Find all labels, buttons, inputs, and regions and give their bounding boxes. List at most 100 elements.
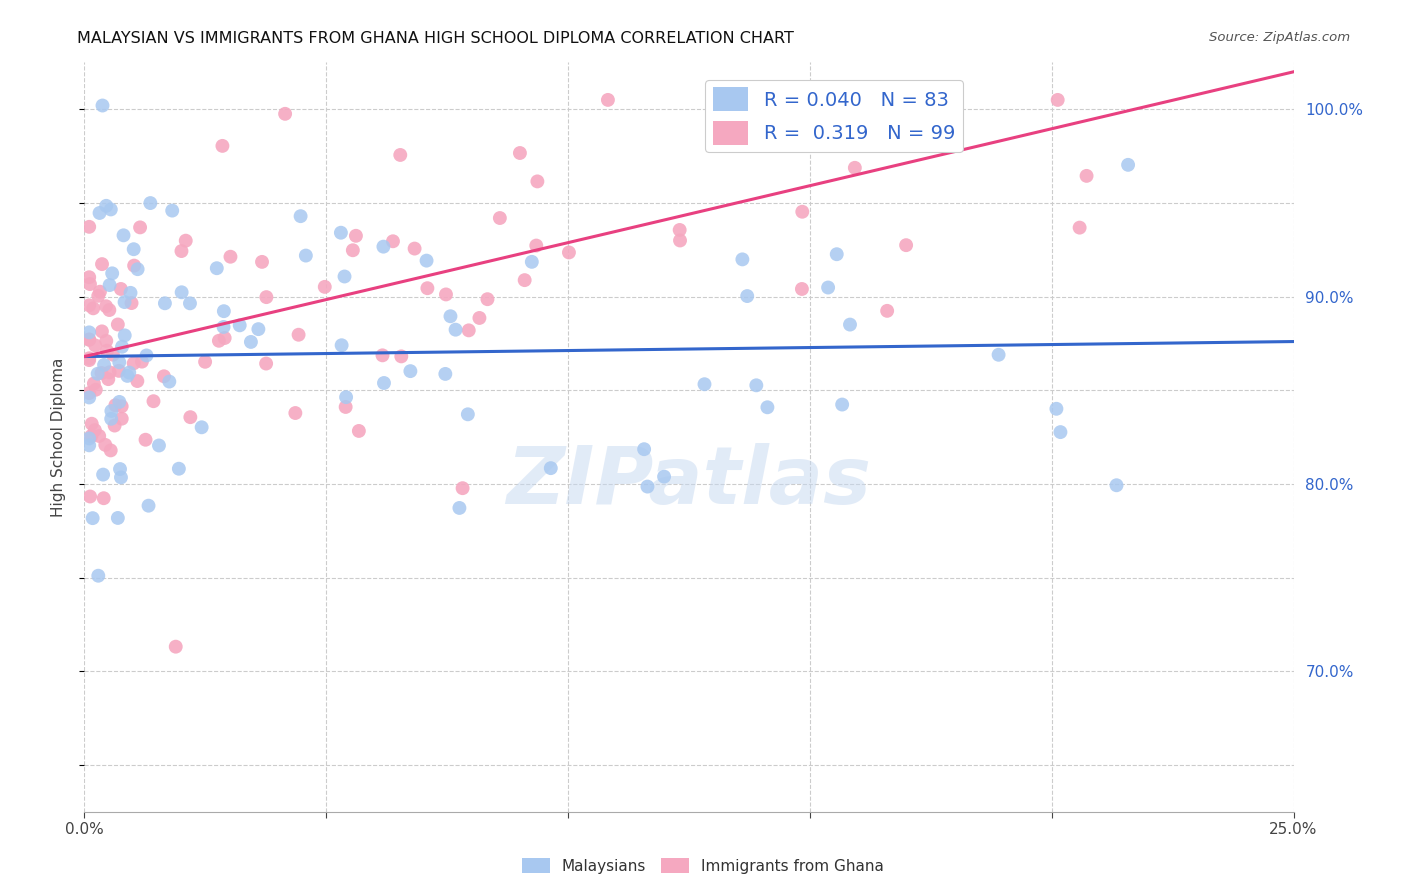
Point bbox=[77, 326, 100, 340]
Point bbox=[416, 281, 439, 295]
Point bbox=[444, 323, 467, 337]
Point bbox=[77, 391, 100, 405]
Point bbox=[239, 334, 262, 349]
Point bbox=[142, 394, 165, 409]
Point bbox=[637, 479, 659, 493]
Point bbox=[89, 429, 111, 443]
Point bbox=[127, 374, 149, 388]
Point bbox=[157, 375, 180, 389]
Point bbox=[399, 364, 422, 378]
Point bbox=[434, 287, 457, 301]
Point bbox=[94, 438, 117, 452]
Point bbox=[84, 338, 107, 352]
Point bbox=[80, 429, 103, 443]
Point bbox=[834, 93, 856, 107]
Point bbox=[839, 318, 862, 332]
Point bbox=[381, 234, 404, 248]
Point bbox=[290, 209, 312, 223]
Point bbox=[108, 355, 131, 369]
Point bbox=[139, 196, 162, 211]
Point bbox=[825, 247, 848, 261]
Point bbox=[287, 327, 309, 342]
Point bbox=[104, 418, 127, 433]
Point bbox=[633, 442, 655, 457]
Point bbox=[179, 410, 201, 425]
Point bbox=[250, 255, 273, 269]
Point bbox=[96, 199, 118, 213]
Point bbox=[987, 348, 1010, 362]
Point bbox=[101, 266, 124, 280]
Point bbox=[330, 338, 353, 352]
Point bbox=[1116, 158, 1139, 172]
Point bbox=[96, 343, 118, 358]
Point bbox=[295, 249, 318, 263]
Point bbox=[831, 398, 853, 412]
Point bbox=[817, 280, 839, 294]
Point bbox=[214, 331, 236, 345]
Point bbox=[87, 289, 110, 303]
Point bbox=[138, 499, 160, 513]
Y-axis label: High School Diploma: High School Diploma bbox=[51, 358, 66, 516]
Point bbox=[97, 372, 120, 386]
Point bbox=[792, 204, 814, 219]
Point bbox=[373, 240, 395, 254]
Point bbox=[77, 438, 100, 452]
Point bbox=[373, 376, 395, 390]
Point bbox=[82, 301, 104, 316]
Point bbox=[80, 417, 103, 431]
Point bbox=[77, 353, 100, 368]
Point bbox=[90, 324, 112, 338]
Point bbox=[107, 511, 129, 525]
Point bbox=[797, 124, 820, 138]
Point bbox=[652, 469, 675, 483]
Point bbox=[1069, 220, 1091, 235]
Point bbox=[79, 277, 101, 291]
Point bbox=[101, 348, 124, 362]
Point bbox=[91, 257, 114, 271]
Point bbox=[117, 368, 139, 383]
Point bbox=[122, 242, 145, 256]
Point bbox=[876, 303, 898, 318]
Point bbox=[96, 334, 118, 348]
Text: MALAYSIAN VS IMMIGRANTS FROM GHANA HIGH SCHOOL DIPLOMA CORRELATION CHART: MALAYSIAN VS IMMIGRANTS FROM GHANA HIGH … bbox=[77, 31, 794, 46]
Point bbox=[79, 490, 101, 504]
Point bbox=[77, 298, 100, 312]
Point bbox=[89, 285, 111, 299]
Text: ZIPatlas: ZIPatlas bbox=[506, 443, 872, 521]
Point bbox=[434, 367, 457, 381]
Point bbox=[558, 245, 581, 260]
Point bbox=[91, 467, 114, 482]
Point bbox=[205, 261, 228, 276]
Point bbox=[208, 334, 231, 348]
Point bbox=[731, 252, 754, 267]
Point bbox=[108, 364, 131, 378]
Point bbox=[1049, 425, 1071, 439]
Point bbox=[114, 295, 136, 310]
Point bbox=[104, 398, 127, 412]
Point bbox=[84, 383, 107, 397]
Point bbox=[347, 424, 370, 438]
Point bbox=[596, 93, 619, 107]
Point bbox=[110, 470, 132, 484]
Point bbox=[540, 461, 562, 475]
Point bbox=[1046, 93, 1069, 107]
Point bbox=[329, 226, 352, 240]
Point bbox=[404, 242, 426, 256]
Point bbox=[509, 146, 531, 161]
Point bbox=[449, 500, 471, 515]
Point bbox=[77, 351, 100, 366]
Point bbox=[284, 406, 307, 420]
Point bbox=[526, 174, 548, 188]
Point bbox=[91, 98, 114, 112]
Point bbox=[735, 289, 758, 303]
Point bbox=[489, 211, 512, 225]
Point bbox=[129, 220, 152, 235]
Point bbox=[127, 262, 149, 277]
Point bbox=[756, 401, 779, 415]
Point bbox=[121, 296, 143, 310]
Point bbox=[389, 148, 412, 162]
Point bbox=[122, 259, 145, 273]
Point bbox=[212, 320, 235, 334]
Point bbox=[254, 290, 277, 304]
Point bbox=[131, 354, 153, 368]
